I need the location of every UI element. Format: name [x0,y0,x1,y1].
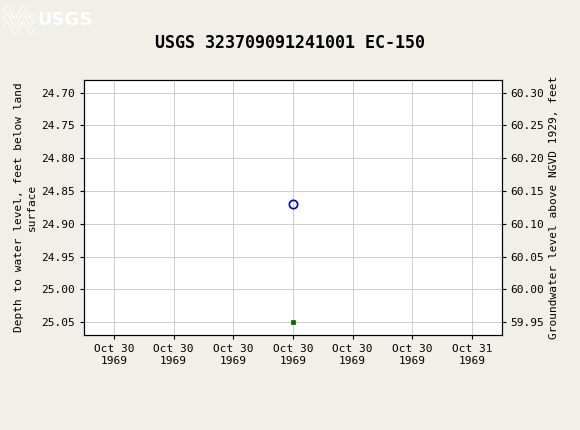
Y-axis label: Depth to water level, feet below land
surface: Depth to water level, feet below land su… [14,83,37,332]
Text: USGS: USGS [38,11,93,29]
Y-axis label: Groundwater level above NGVD 1929, feet: Groundwater level above NGVD 1929, feet [549,76,559,339]
Text: USGS 323709091241001 EC-150: USGS 323709091241001 EC-150 [155,34,425,52]
